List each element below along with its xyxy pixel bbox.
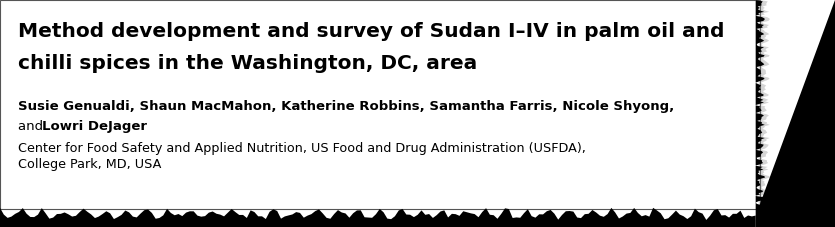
Text: Method development and survey of Sudan I–IV in palm oil and: Method development and survey of Sudan I… xyxy=(18,22,725,41)
Polygon shape xyxy=(759,0,835,227)
Text: Center for Food Safety and Applied Nutrition, US Food and Drug Administration (U: Center for Food Safety and Applied Nutri… xyxy=(18,142,586,155)
Polygon shape xyxy=(0,211,756,227)
Text: Lowri DeJager: Lowri DeJager xyxy=(42,120,147,133)
Polygon shape xyxy=(0,208,756,227)
Text: Susie Genualdi, Shaun MacMahon, Katherine Robbins, Samantha Farris, Nicole Shyon: Susie Genualdi, Shaun MacMahon, Katherin… xyxy=(18,100,674,113)
Text: College Park, MD, USA: College Park, MD, USA xyxy=(18,158,161,171)
Text: chilli spices in the Washington, DC, area: chilli spices in the Washington, DC, are… xyxy=(18,54,478,73)
Text: and: and xyxy=(18,120,48,133)
Polygon shape xyxy=(754,0,835,227)
